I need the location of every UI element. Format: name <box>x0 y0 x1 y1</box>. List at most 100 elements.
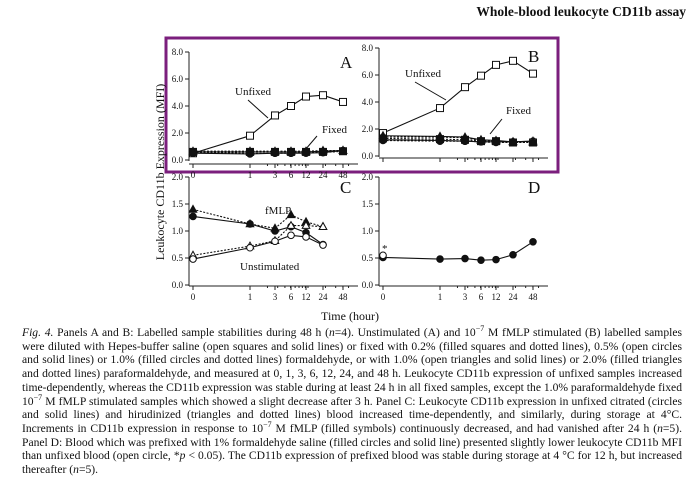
x-tick-label: 0 <box>191 170 196 180</box>
y-tick-label: 4.0 <box>362 97 374 107</box>
y-tick-label: 2.0 <box>172 128 184 138</box>
data-point-open-square <box>302 92 310 101</box>
annotation-label: Fixed <box>506 105 532 117</box>
data-point-open-square <box>529 69 537 78</box>
y-tick-label: 2.0 <box>172 172 184 182</box>
annotation-label: Unfixed <box>405 68 442 80</box>
data-point-open-circle <box>319 241 327 249</box>
x-axis-label: Time (hour) <box>321 309 379 323</box>
data-point-filled-circle <box>477 256 485 264</box>
data-point-filled-circle <box>189 212 197 221</box>
caption-segment: M fMLP stimulated (B) labelled samples w… <box>22 326 682 408</box>
data-point-filled-circle <box>246 220 254 228</box>
annotation-label: Unstimulated <box>240 261 300 273</box>
x-tick-label: 24 <box>509 292 519 302</box>
caption-segment: =5). Panel D: Blood which was prefixed w… <box>22 421 682 463</box>
caption-segment: p <box>179 449 186 463</box>
y-tick-label: 0.0 <box>362 280 374 290</box>
annotation-label: * <box>382 243 388 255</box>
data-point-open-square <box>436 104 444 113</box>
caption-segment: =5). <box>78 463 99 477</box>
figure-4: Leukocyte CD11b Expression (MFI) Time (h… <box>153 36 560 323</box>
data-point-open-triangle <box>286 220 296 229</box>
data-point-open-circle <box>271 237 279 246</box>
data-point-filled-triangle <box>528 137 538 146</box>
x-tick-label: 24 <box>319 170 329 180</box>
panel-a: 0.0 2.0 4.0 6.0 8.0 0 1 3 6 12 24 48 A Unfixed Fixed <box>172 47 358 180</box>
data-point-filled-triangle <box>301 146 311 155</box>
caption-segment: < 0.05). The CD11b expression of prefixe… <box>22 449 682 477</box>
caption-segment: −7 <box>475 324 485 334</box>
x-tick-label: 3 <box>273 170 278 180</box>
panel-d: 0.0 0.5 1.0 1.5 2.0 0 1 3 6 12 24 48 D * <box>362 172 548 302</box>
data-point-open-triangle <box>301 220 311 229</box>
data-point-filled-triangle <box>460 132 470 142</box>
y-tick-label: 0.0 <box>362 151 374 161</box>
data-point-filled-triangle <box>508 136 518 146</box>
data-point-filled-circle <box>436 255 444 263</box>
data-point-filled-triangle <box>188 204 198 213</box>
data-point-open-square <box>271 111 279 120</box>
data-point-open-square <box>509 56 517 65</box>
y-tick-label: 1.0 <box>172 226 184 236</box>
annotation-leader-line <box>489 118 503 135</box>
panel-b: 0.0 2.0 4.0 6.0 8.0 B Unfixed Fixed <box>362 43 548 162</box>
y-tick-label: 0.0 <box>172 280 184 290</box>
caption-segment: n <box>328 326 335 339</box>
x-tick-label: 12 <box>492 292 501 302</box>
y-tick-label: 0.5 <box>362 253 374 263</box>
data-point-filled-circle <box>461 254 469 263</box>
data-point-filled-triangle <box>476 135 486 144</box>
caption-segment: n <box>657 421 663 435</box>
data-point-filled-triangle <box>245 146 255 155</box>
caption-segment: M fMLP (filled symbols) continuously dec… <box>271 421 658 435</box>
data-point-filled-circle <box>509 250 517 259</box>
panel-letter: C <box>340 178 351 197</box>
data-point-open-circle <box>287 231 295 240</box>
data-point-open-square <box>477 71 485 80</box>
data-point-open-square <box>461 83 469 92</box>
x-tick-label: 3 <box>273 292 278 302</box>
x-tick-label: 1 <box>438 292 443 302</box>
caption-segment: Fig. 4. <box>22 326 54 339</box>
caption-segment: −7 <box>33 392 43 402</box>
y-tick-label: 0.0 <box>172 155 184 165</box>
caption-segment: =4). Unstimulated (A) and 10 <box>334 326 476 339</box>
data-point-open-square <box>319 91 327 100</box>
data-point-open-square <box>246 131 254 140</box>
x-tick-label: 6 <box>289 292 294 302</box>
x-tick-label: 24 <box>319 292 329 302</box>
annotation-leader-line <box>304 135 318 151</box>
caption-segment: M fMLP stimulated samples which showed a… <box>22 394 682 435</box>
panel-letter: A <box>340 53 353 72</box>
data-point-filled-circle <box>529 238 537 246</box>
x-tick-label: 1 <box>248 292 253 302</box>
caption-segment: −7 <box>263 420 272 430</box>
annotation-leader-line <box>247 99 269 119</box>
data-point-open-triangle <box>318 221 328 230</box>
running-header: Whole-blood leukocyte CD11b assay <box>476 4 686 19</box>
annotation-label: Fixed <box>322 124 348 136</box>
data-point-filled-triangle <box>270 146 280 155</box>
x-tick-label: 12 <box>302 292 311 302</box>
x-tick-label: 6 <box>479 292 484 302</box>
data-point-filled-triangle <box>338 145 348 154</box>
data-point-filled-triangle <box>286 209 296 219</box>
data-point-filled-triangle <box>188 146 198 155</box>
x-tick-label: 0 <box>381 292 386 302</box>
x-tick-label: 48 <box>339 292 349 302</box>
y-axis-label: Leukocyte CD11b Expression (MFI) <box>153 84 167 261</box>
annotation-label: Unfixed <box>235 86 272 98</box>
y-tick-label: 2.0 <box>362 124 374 134</box>
highlight-box <box>164 36 560 174</box>
x-tick-label: 12 <box>302 170 311 180</box>
panel-c: 0.00.51.01.52.00 1 3 6 12 24 48CfMLPUnstimulat… <box>172 172 358 302</box>
x-tick-label: 6 <box>289 170 294 180</box>
series-line <box>192 208 324 229</box>
data-point-open-circle <box>302 233 310 241</box>
y-tick-label: 6.0 <box>362 70 374 80</box>
annotation-leader-line <box>414 81 447 101</box>
x-tick-label: 3 <box>463 292 468 302</box>
data-point-filled-triangle <box>318 145 328 154</box>
data-point-filled-circle <box>492 255 500 264</box>
